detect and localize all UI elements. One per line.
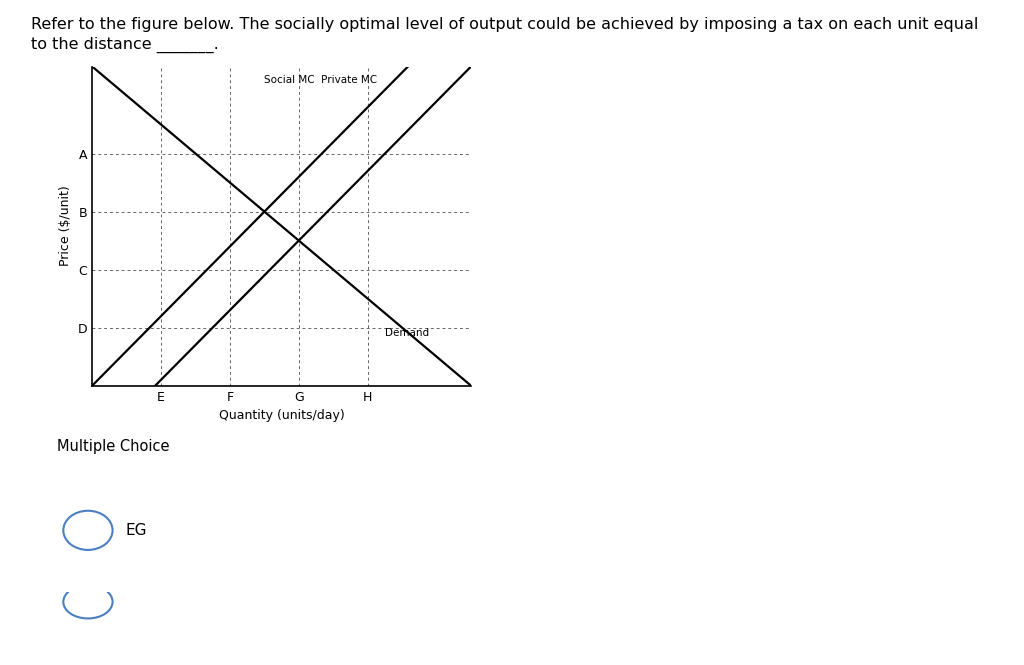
Y-axis label: Price ($/unit): Price ($/unit) [59, 186, 72, 267]
Text: EG: EG [126, 523, 147, 538]
Text: Multiple Choice: Multiple Choice [56, 439, 169, 454]
Text: Social MC  Private MC: Social MC Private MC [264, 75, 378, 85]
Text: Demand: Demand [385, 329, 429, 338]
Text: Refer to the figure below. The socially optimal level of output could be achieve: Refer to the figure below. The socially … [31, 17, 978, 32]
X-axis label: Quantity (units/day): Quantity (units/day) [219, 409, 344, 422]
Text: to the distance _______.: to the distance _______. [31, 37, 218, 53]
